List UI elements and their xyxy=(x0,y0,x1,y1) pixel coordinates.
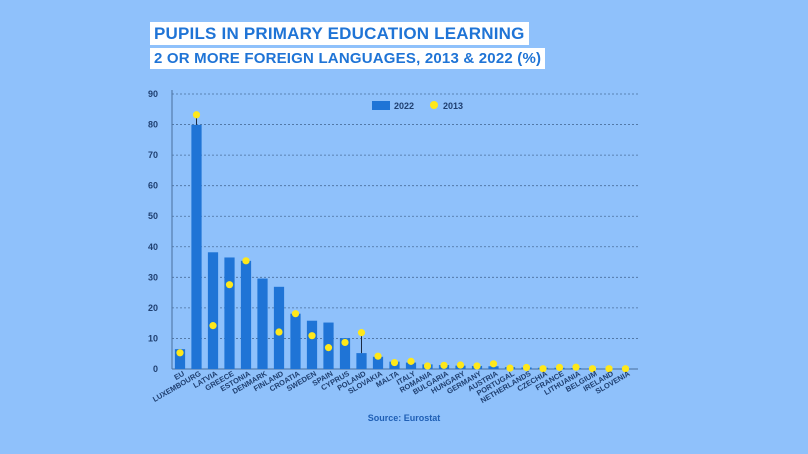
y-tick-label: 90 xyxy=(148,89,158,99)
dot-2013 xyxy=(209,322,217,330)
bar-2022 xyxy=(273,286,285,369)
dot-2013 xyxy=(423,362,432,370)
dot-2013 xyxy=(555,363,564,372)
dot-2013 xyxy=(407,357,415,365)
bar-2022 xyxy=(207,252,219,369)
bar-2022 xyxy=(339,338,351,369)
bar-2022 xyxy=(372,356,384,369)
y-tick-label: 40 xyxy=(148,242,158,252)
bar-2022 xyxy=(488,366,499,369)
bar-2022 xyxy=(290,313,301,369)
dot-2013 xyxy=(308,332,316,340)
bar-2022 xyxy=(356,353,367,369)
y-tick-label: 60 xyxy=(148,181,158,191)
dot-2013 xyxy=(324,344,333,352)
dot-2013 xyxy=(357,329,366,337)
y-tick-label: 0 xyxy=(153,364,158,374)
dot-2013 xyxy=(390,358,399,367)
source-note: Source: Eurostat xyxy=(367,413,441,423)
chart-title-line-2: 2 OR MORE FOREIGN LANGUAGES, 2013 & 2022… xyxy=(150,48,546,69)
bar-2022 xyxy=(240,260,252,369)
dot-2013 xyxy=(489,360,498,368)
dot-2013 xyxy=(621,365,630,373)
title-block: PUPILS IN PRIMARY EDUCATION LEARNING 2 O… xyxy=(150,22,546,69)
dot-2013 xyxy=(275,328,283,336)
dot-2013 xyxy=(456,361,465,369)
dot-2013 xyxy=(473,362,481,370)
dot-2013 xyxy=(176,349,184,357)
bar-2022 xyxy=(405,362,417,369)
dot-2013 xyxy=(440,361,448,369)
bar-2022 xyxy=(257,278,268,369)
legend-swatch-2013 xyxy=(430,101,438,109)
legend-label-2013: 2013 xyxy=(443,101,463,111)
dot-2013 xyxy=(522,363,531,372)
bar-2022 xyxy=(191,124,202,369)
y-tick-label: 30 xyxy=(148,272,158,282)
dot-2013 xyxy=(588,365,597,373)
bar-2022 xyxy=(306,320,318,369)
y-tick-label: 80 xyxy=(148,120,158,130)
y-tick-label: 20 xyxy=(148,303,158,313)
dot-2013 xyxy=(341,338,349,347)
dot-2013 xyxy=(374,352,382,360)
dot-2013 xyxy=(572,363,580,371)
dot-2013 xyxy=(506,364,514,372)
chart-title-line-1: PUPILS IN PRIMARY EDUCATION LEARNING xyxy=(150,22,529,45)
y-tick-label: 70 xyxy=(148,150,158,160)
y-tick-label: 50 xyxy=(148,211,158,221)
dot-2013 xyxy=(192,111,201,119)
bar-2022 xyxy=(174,349,186,369)
dot-2013 xyxy=(242,257,250,265)
dot-2013 xyxy=(291,310,300,318)
y-tick-label: 10 xyxy=(148,333,158,343)
legend-swatch-2022 xyxy=(372,101,390,110)
dot-2013 xyxy=(225,281,234,289)
bar-2022 xyxy=(224,257,235,369)
dot-2013 xyxy=(605,365,613,373)
dot-2013 xyxy=(539,365,547,373)
legend-label-2022: 2022 xyxy=(394,101,414,111)
